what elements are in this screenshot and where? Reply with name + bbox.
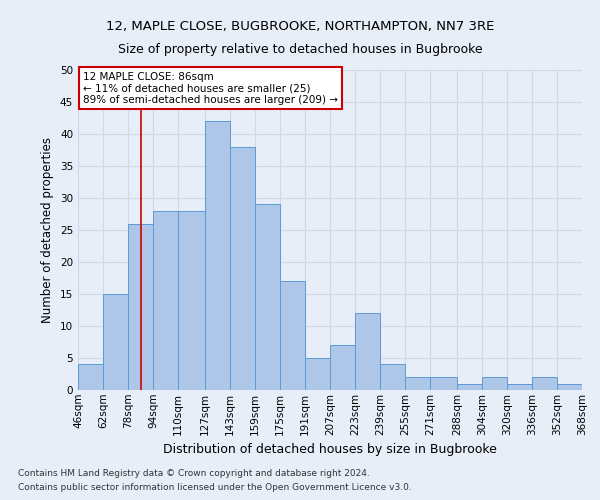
Text: 12, MAPLE CLOSE, BUGBROOKE, NORTHAMPTON, NN7 3RE: 12, MAPLE CLOSE, BUGBROOKE, NORTHAMPTON,… — [106, 20, 494, 33]
Text: 12 MAPLE CLOSE: 86sqm
← 11% of detached houses are smaller (25)
89% of semi-deta: 12 MAPLE CLOSE: 86sqm ← 11% of detached … — [83, 72, 338, 105]
Text: Contains HM Land Registry data © Crown copyright and database right 2024.: Contains HM Land Registry data © Crown c… — [18, 468, 370, 477]
Bar — [457, 384, 482, 390]
Bar — [355, 313, 380, 390]
Bar — [557, 384, 582, 390]
Bar — [430, 377, 457, 390]
Bar — [280, 281, 305, 390]
Bar — [78, 364, 103, 390]
Text: Contains public sector information licensed under the Open Government Licence v3: Contains public sector information licen… — [18, 484, 412, 492]
Bar — [128, 224, 153, 390]
Bar — [330, 345, 355, 390]
Bar — [380, 364, 405, 390]
Bar — [153, 211, 178, 390]
Bar — [532, 377, 557, 390]
Bar — [205, 121, 230, 390]
Bar — [405, 377, 430, 390]
Bar — [178, 211, 205, 390]
Bar — [103, 294, 128, 390]
Bar — [305, 358, 330, 390]
Bar — [507, 384, 532, 390]
Bar — [482, 377, 507, 390]
X-axis label: Distribution of detached houses by size in Bugbrooke: Distribution of detached houses by size … — [163, 443, 497, 456]
Bar — [230, 147, 255, 390]
Bar — [255, 204, 280, 390]
Text: Size of property relative to detached houses in Bugbrooke: Size of property relative to detached ho… — [118, 42, 482, 56]
Y-axis label: Number of detached properties: Number of detached properties — [41, 137, 55, 323]
